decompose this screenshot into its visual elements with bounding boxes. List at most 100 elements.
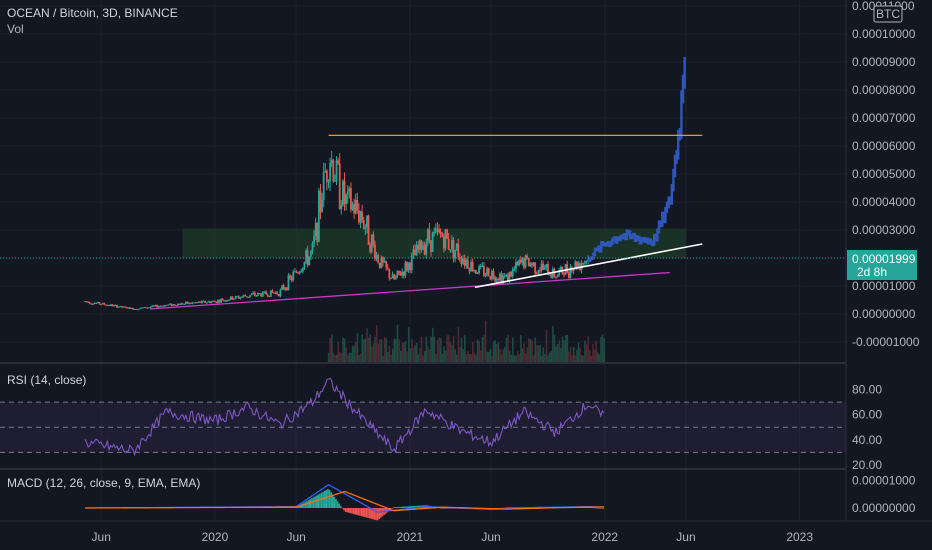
candle-body	[313, 235, 315, 244]
candle-body	[223, 300, 226, 302]
macd-histogram-bar	[333, 496, 336, 508]
rsi-legend[interactable]: RSI (14, close)	[7, 373, 86, 387]
volume-bar	[355, 342, 357, 362]
candle-body	[236, 296, 239, 298]
macd-histogram-bar	[501, 507, 504, 509]
projected-candle	[680, 90, 683, 139]
volume-bar	[420, 336, 423, 362]
projected-candle	[681, 74, 685, 104]
time-tick-label: Jun	[676, 530, 695, 544]
candle-body	[394, 276, 397, 280]
candle-body	[426, 229, 429, 243]
candle-body	[305, 250, 307, 262]
volume-bars	[327, 320, 605, 362]
candle-body	[386, 267, 389, 269]
candle-body	[167, 304, 170, 306]
projected-candle	[669, 196, 672, 205]
candle-body	[191, 302, 194, 304]
rsi-axis-labels[interactable]: 80.00 60.00 40.00 20.00	[852, 383, 882, 472]
candle-body	[515, 262, 517, 270]
volume-bar	[412, 348, 415, 362]
macd-histogram-bar	[445, 508, 448, 509]
macd-tick-label: 0.00000000	[852, 501, 916, 515]
time-axis-labels[interactable]: Jun 2020 Jun 2021 Jun 2022 Jun 2023	[92, 530, 814, 544]
candle-body	[95, 302, 98, 304]
volume-bar	[329, 338, 332, 362]
macd-histogram-bar	[375, 508, 377, 521]
candle-body	[244, 295, 247, 297]
projected-candle	[622, 233, 625, 240]
candle-body	[297, 272, 299, 274]
volume-bar	[347, 355, 349, 362]
candle-body	[319, 190, 322, 212]
candle-body	[476, 273, 479, 275]
candle-body	[100, 304, 102, 306]
candle-body	[367, 215, 370, 245]
candle-body	[173, 304, 176, 306]
volume-bar	[580, 354, 583, 362]
candle-body	[402, 271, 405, 276]
white-support-trendline[interactable]	[474, 243, 703, 289]
macd-histogram-bar	[323, 490, 326, 508]
currency-badge[interactable]	[873, 5, 903, 23]
candle-body	[353, 204, 356, 214]
volume-bar	[462, 349, 464, 362]
volume-bar	[508, 350, 511, 362]
volume-bar	[494, 340, 497, 362]
projected-candle	[675, 150, 678, 164]
candle-body	[542, 263, 545, 270]
grid-lines	[0, 0, 846, 521]
macd-histogram-bar	[509, 507, 512, 508]
purple-support-trendline[interactable]	[149, 271, 670, 310]
candle-body	[478, 266, 480, 274]
volume-legend[interactable]: Vol	[7, 22, 24, 36]
volume-bar	[468, 354, 471, 362]
macd-axis-labels[interactable]: 0.00001000 0.00000000	[852, 474, 916, 516]
macd-histogram-bar	[517, 507, 520, 508]
volume-bar	[603, 338, 605, 362]
time-tick-label: 2020	[202, 530, 229, 544]
projected-candle	[588, 257, 592, 263]
volume-bar	[504, 346, 506, 362]
volume-bar	[582, 355, 585, 362]
candle-body	[369, 244, 372, 253]
macd-histogram-bar	[362, 508, 365, 517]
price-tick-label: 0.00009000	[852, 55, 916, 69]
macd-histogram-bar	[442, 508, 445, 509]
candle-body	[210, 301, 213, 304]
candle-body	[156, 305, 158, 308]
projected-candle	[614, 236, 617, 244]
macd-histogram-bar	[506, 507, 509, 509]
candle-body	[439, 231, 442, 235]
candle-body	[553, 269, 556, 277]
macd-histogram-bar	[601, 508, 603, 509]
candle-body	[204, 300, 207, 303]
macd-legend[interactable]: MACD (12, 26, close, 9, EMA, EMA)	[7, 476, 200, 490]
price-tick-label: 0.00000000	[852, 307, 916, 321]
volume-bar	[596, 352, 599, 362]
candle-body	[218, 300, 221, 303]
candle-body	[117, 306, 120, 308]
candle-body	[582, 263, 585, 265]
volume-bar	[401, 342, 404, 362]
volume-bar	[431, 327, 434, 362]
volume-bar	[367, 337, 370, 362]
candle-body	[396, 270, 399, 277]
volume-bar	[332, 352, 335, 362]
volume-bar	[532, 355, 535, 362]
macd-histogram-bar	[322, 491, 324, 508]
candle-body	[226, 299, 229, 302]
volume-bar	[404, 341, 407, 362]
price-tick-label: -0.00001000	[852, 335, 920, 349]
volume-bar	[478, 340, 481, 362]
volume-bar	[414, 345, 416, 362]
macd-histogram-bar	[306, 500, 308, 508]
macd-histogram-bar	[365, 508, 368, 518]
projected-candle	[638, 236, 641, 245]
volume-bar	[526, 347, 529, 362]
macd-histogram-bar	[412, 506, 414, 508]
macd-histogram-bar	[346, 508, 348, 513]
candle-body	[359, 211, 362, 223]
chart-title[interactable]: OCEAN / Bitcoin, 3D, BINANCE	[7, 6, 178, 20]
